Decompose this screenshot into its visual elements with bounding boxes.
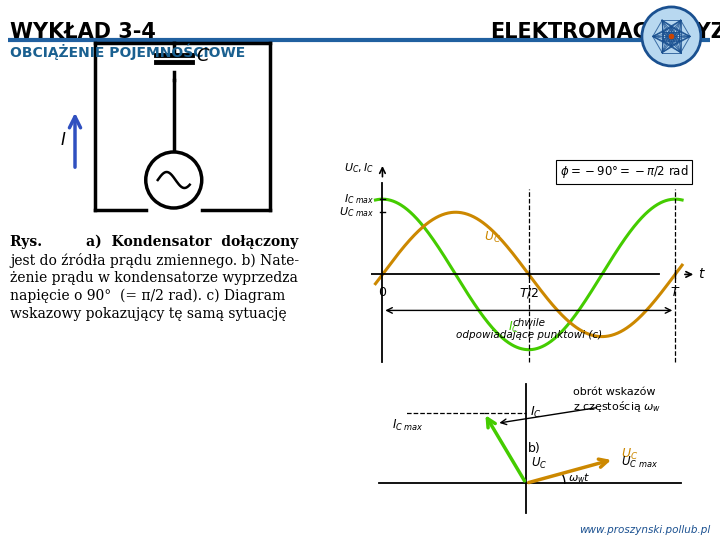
Text: wskazowy pokazujący tę samą sytuację: wskazowy pokazujący tę samą sytuację	[10, 307, 287, 321]
Circle shape	[642, 7, 701, 66]
Text: $U_{C\ max}$: $U_{C\ max}$	[339, 205, 374, 219]
Text: $I_C$: $I_C$	[531, 405, 542, 420]
Text: $I_{C\ max}$: $I_{C\ max}$	[343, 192, 374, 206]
Text: $C$: $C$	[196, 47, 210, 65]
Text: obrót wskazów
z częstością $\omega_w$: obrót wskazów z częstością $\omega_w$	[573, 387, 662, 414]
Text: $I_C$: $I_C$	[508, 320, 520, 335]
Text: $\omega_w t$: $\omega_w t$	[568, 471, 591, 485]
Text: ELEKTROMAGNETYZM: ELEKTROMAGNETYZM	[490, 22, 720, 42]
Text: www.proszynski.pollub.pl: www.proszynski.pollub.pl	[579, 525, 710, 535]
Text: napięcie o 90°  (= π/2 rad). c) Diagram: napięcie o 90° (= π/2 rad). c) Diagram	[10, 289, 285, 303]
Text: $T/2$: $T/2$	[519, 286, 539, 300]
Text: $U_C$: $U_C$	[484, 230, 501, 245]
Text: OBCIĄŻENIE POJEMNOŚCIOWE: OBCIĄŻENIE POJEMNOŚCIOWE	[10, 43, 246, 59]
Text: $U_C, I_C$: $U_C, I_C$	[344, 161, 374, 176]
Text: chwile
odpowiadające punktowi (c): chwile odpowiadające punktowi (c)	[456, 318, 602, 340]
Text: $t$: $t$	[698, 267, 706, 281]
Text: b): b)	[528, 442, 541, 455]
Circle shape	[145, 152, 202, 208]
Text: $U_C$: $U_C$	[621, 447, 638, 462]
Text: $I$: $I$	[60, 131, 66, 149]
Text: $U_C$: $U_C$	[531, 456, 547, 471]
Text: $T$: $T$	[670, 286, 680, 299]
Text: $\phi = -90° = -\pi/2$ rad: $\phi = -90° = -\pi/2$ rad	[560, 163, 688, 180]
Text: Rys.         a)  Kondensator  dołączony: Rys. a) Kondensator dołączony	[10, 235, 298, 249]
Text: żenie prądu w kondensatorze wyprzedza: żenie prądu w kondensatorze wyprzedza	[10, 271, 298, 285]
Text: WYKŁAD 3-4: WYKŁAD 3-4	[10, 22, 156, 42]
Text: $U_{C\ max}$: $U_{C\ max}$	[621, 455, 658, 470]
Text: $0$: $0$	[378, 286, 387, 299]
Text: jest do źródła prądu zmiennego. b) Nate-: jest do źródła prądu zmiennego. b) Nate-	[10, 253, 299, 268]
Text: $I_{C\ max}$: $I_{C\ max}$	[392, 418, 424, 433]
